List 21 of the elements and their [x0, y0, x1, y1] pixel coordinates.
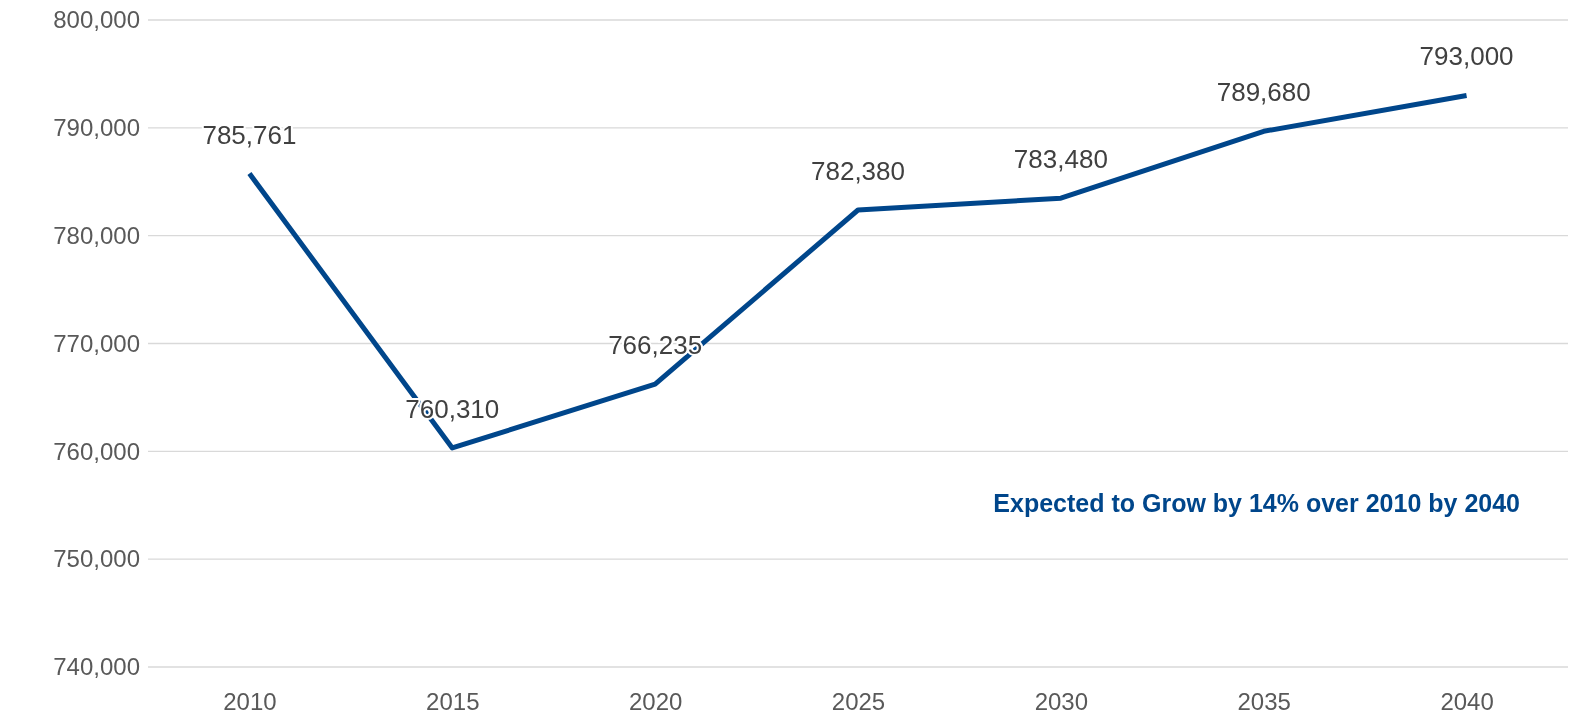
data-label: 793,000	[1419, 41, 1514, 72]
y-tick-label: 790,000	[53, 114, 140, 142]
data-label: 783,480	[1013, 144, 1108, 175]
data-label: 789,680	[1216, 77, 1311, 108]
y-tick-label: 770,000	[53, 329, 140, 357]
data-label: 782,380	[811, 156, 905, 186]
x-tick-label: 2015	[426, 688, 480, 716]
y-tick-label: 760,000	[53, 437, 140, 465]
x-tick-label: 2040	[1440, 688, 1494, 716]
data-label: 785,761	[202, 119, 297, 150]
x-tick-label: 2035	[1237, 688, 1291, 716]
y-tick-label: 780,000	[53, 221, 140, 249]
x-tick-label: 2020	[628, 688, 683, 716]
y-tick-label: 800,000	[53, 6, 140, 34]
y-tick-label: 750,000	[53, 545, 140, 573]
annotation: Expected to Grow by 14% over 2010 by 2040	[993, 489, 1520, 517]
data-label: 766,235	[608, 330, 703, 361]
x-tick-label: 2025	[831, 688, 886, 716]
x-tick-label: 2030	[1034, 688, 1089, 716]
x-tick-label: 2010	[223, 688, 277, 716]
y-tick-label: 740,000	[53, 653, 140, 681]
